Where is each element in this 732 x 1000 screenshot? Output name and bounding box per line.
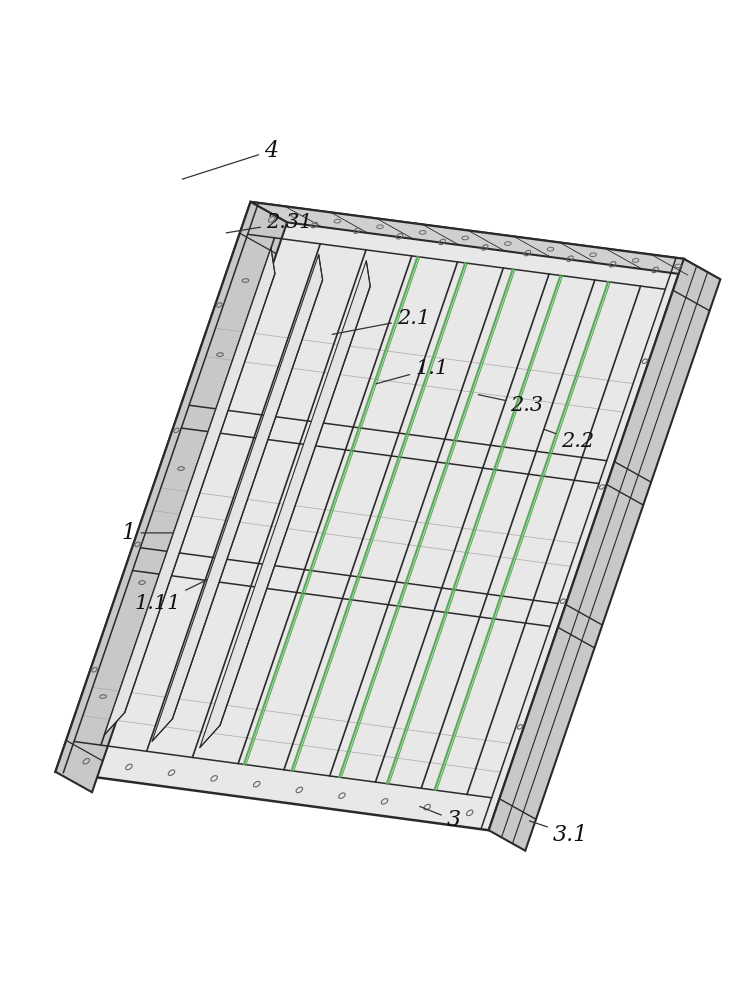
Text: 4: 4 [182, 140, 278, 179]
Text: 3.1: 3.1 [529, 821, 589, 846]
Polygon shape [200, 261, 370, 748]
Text: 2.31: 2.31 [226, 213, 313, 233]
Text: 1.1: 1.1 [376, 359, 448, 384]
Polygon shape [489, 259, 720, 851]
Text: 1: 1 [122, 522, 173, 544]
Polygon shape [152, 254, 323, 741]
Text: 2.1: 2.1 [332, 309, 430, 334]
Polygon shape [56, 202, 287, 792]
Polygon shape [56, 202, 684, 830]
Text: 1.11: 1.11 [135, 580, 206, 613]
Text: 2.3: 2.3 [478, 395, 543, 415]
Text: 3: 3 [419, 806, 460, 831]
Polygon shape [105, 248, 275, 735]
Polygon shape [250, 202, 720, 279]
Text: 2.2: 2.2 [544, 429, 594, 451]
